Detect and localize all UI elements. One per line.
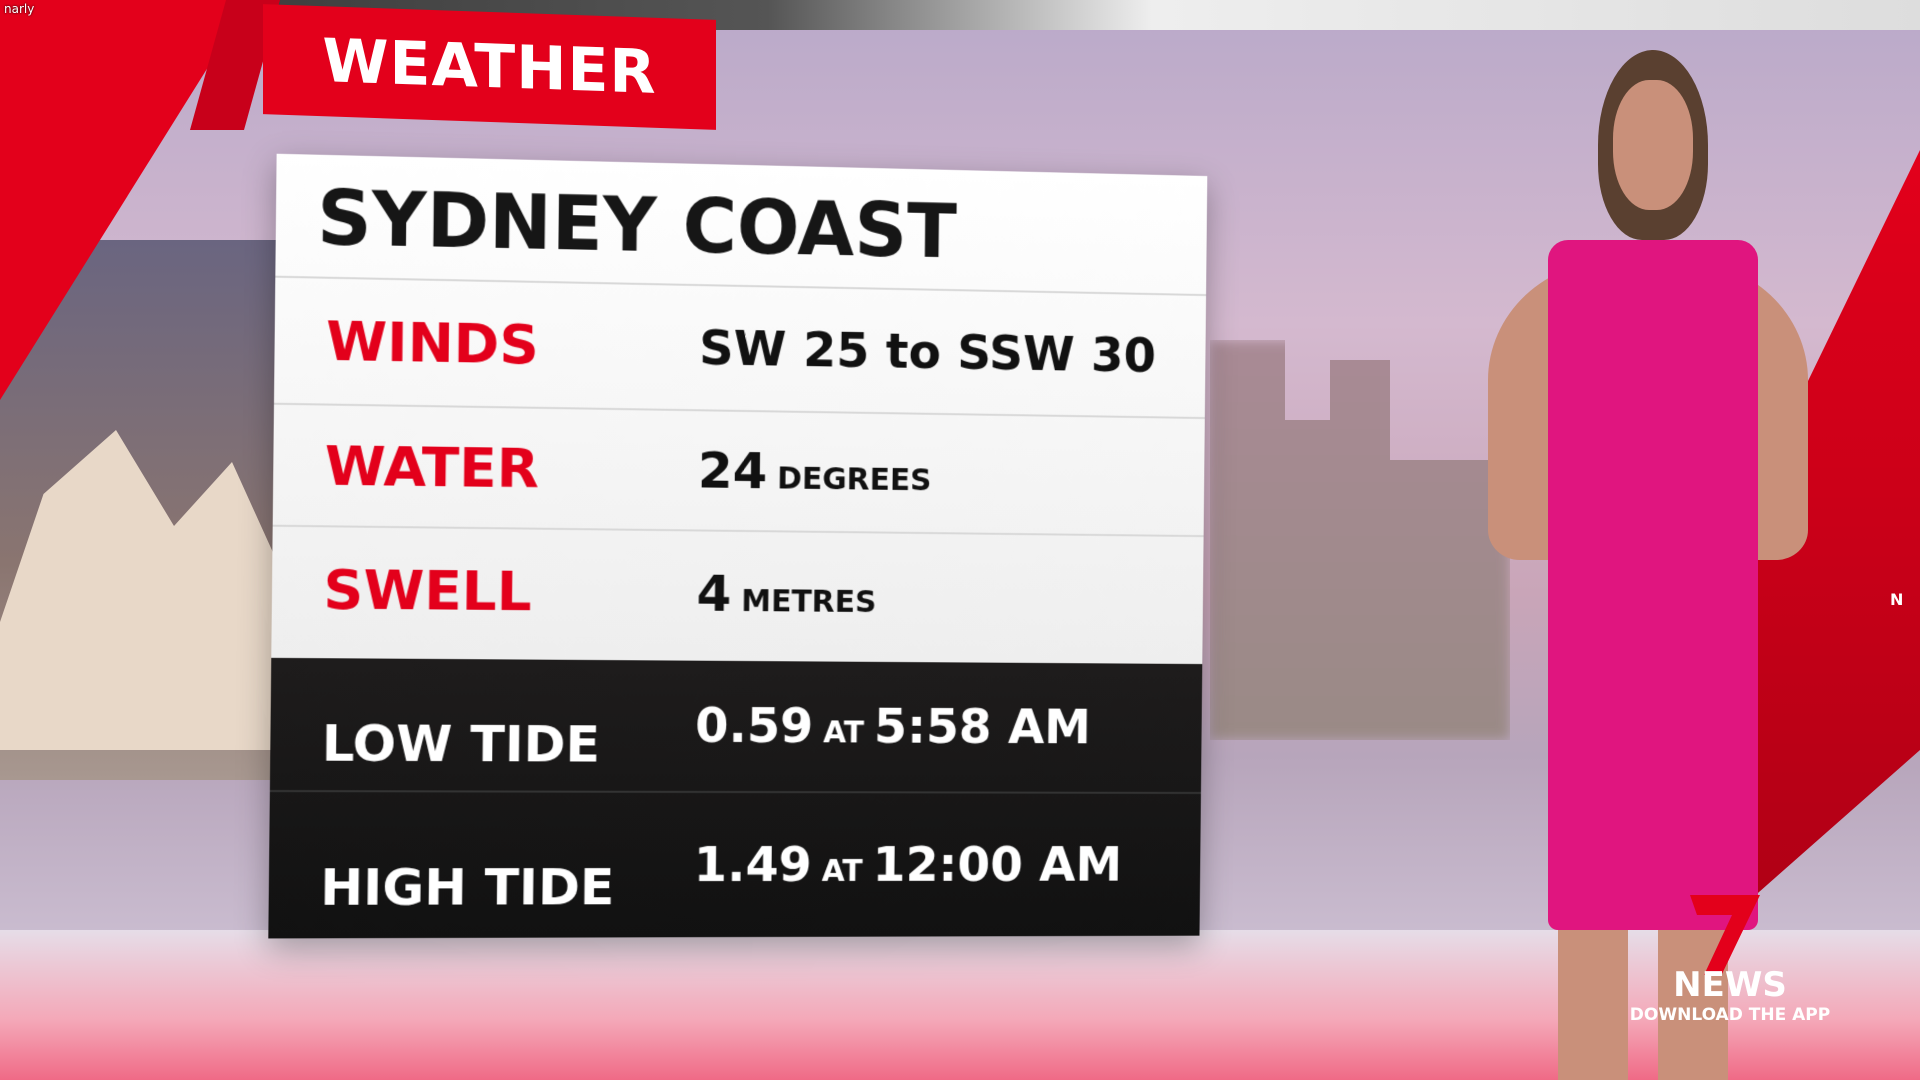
row-water: WATER 24 DEGREES <box>273 403 1205 535</box>
low-tide-height: 0.59 <box>695 698 814 755</box>
high-tide-label: HIGH TIDE <box>320 858 615 917</box>
high-tide-height: 1.49 <box>693 837 812 893</box>
row-winds: WINDS SW 25 to SSW 30 <box>274 276 1206 417</box>
winds-label: WINDS <box>326 309 539 376</box>
high-tide-value-group: 1.49 AT 12:00 AM <box>693 837 1122 893</box>
winds-value: SW 25 to SSW 30 <box>699 320 1156 384</box>
water-unit: DEGREES <box>777 461 932 498</box>
blurred-skyline-background <box>1210 340 1510 740</box>
row-high-tide: HIGH TIDE 1.49 AT 12:00 AM <box>268 790 1201 938</box>
weather-banner: WEATHER <box>263 4 716 130</box>
row-swell: SWELL 4 METRES <box>271 525 1203 658</box>
tides-panel: LOW TIDE 0.59 AT 5:58 AM HIGH TIDE 1.49 AT 1… <box>268 658 1202 939</box>
water-value: 24 <box>698 441 768 500</box>
presenter-face <box>1613 80 1693 210</box>
weather-board: SYDNEY COAST WINDS SW 25 to SSW 30 WATER… <box>268 154 1207 939</box>
low-tide-label: LOW TIDE <box>322 714 601 774</box>
logo-tagline: DOWNLOAD THE APP <box>1600 1005 1860 1025</box>
edge-text: N <box>1890 590 1903 609</box>
board-title: SYDNEY COAST <box>317 175 957 275</box>
swell-label: SWELL <box>323 558 532 624</box>
swell-value: 4 <box>696 564 731 622</box>
water-label: WATER <box>324 433 539 500</box>
logo-brand: NEWS <box>1630 965 1830 1005</box>
7news-logo: NEWS DOWNLOAD THE APP <box>1630 895 1830 1035</box>
conditions-panel: SYDNEY COAST WINDS SW 25 to SSW 30 WATER… <box>271 154 1207 664</box>
swell-value-group: 4 METRES <box>696 564 886 624</box>
corner-text: narly <box>4 2 34 16</box>
high-tide-time: 12:00 AM <box>872 837 1122 893</box>
seven-logo-icon <box>1690 895 1760 975</box>
row-low-tide: LOW TIDE 0.59 AT 5:58 AM <box>270 658 1202 792</box>
low-tide-value-group: 0.59 AT 5:58 AM <box>695 698 1091 755</box>
pink-dress <box>1548 240 1758 930</box>
low-tide-time: 5:58 AM <box>874 699 1091 755</box>
swell-unit: METRES <box>741 583 876 619</box>
high-tide-at: AT <box>822 854 863 889</box>
water-value-group: 24 DEGREES <box>698 441 942 502</box>
low-tide-at: AT <box>823 715 864 750</box>
